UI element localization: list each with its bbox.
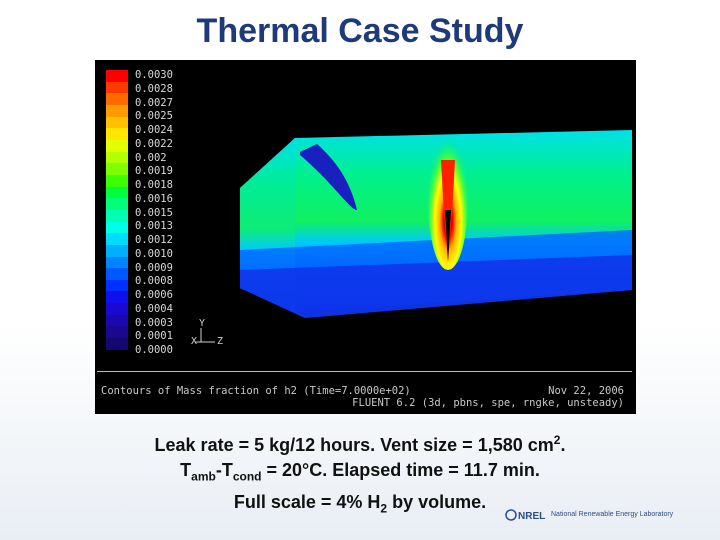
caption-line-2-t1: T: [180, 460, 192, 480]
caption-line-1: Leak rate = 5 kg/12 hours. Vent size = 1…: [0, 428, 720, 458]
nrel-logo-org: National Renewable Energy Laboratory: [551, 511, 674, 518]
colorbar-swatch: [106, 116, 128, 129]
colorbar-tick-label: 0.0015: [135, 206, 173, 219]
colorbar-tick-label: 0.0030: [135, 69, 173, 81]
colorbar-swatch: [106, 303, 128, 315]
nrel-logo-mark: NREL: [505, 509, 545, 522]
colorbar-tick-label: 0.0013: [135, 220, 173, 233]
colorbar-swatch: [106, 70, 128, 82]
axis-x-label: X: [191, 336, 198, 347]
colorbar-swatch: [106, 81, 128, 94]
colorbar-swatch: [106, 104, 128, 117]
figure-footer: Contours of Mass fraction of h2 (Time=7.…: [97, 371, 632, 412]
colorbar-swatch: [106, 128, 128, 140]
colorbar-tick-label: 0.0022: [135, 137, 173, 150]
caption-line-2-end: = 20°C. Elapsed time = 11.7 min.: [261, 460, 540, 480]
slide-title: Thermal Case Study: [196, 12, 524, 50]
colorbar-tick-label: 0.0025: [135, 110, 173, 123]
plume-source: [445, 210, 451, 262]
caption-line-3-sub: 2: [380, 501, 388, 516]
nrel-logo: NREL National Renewable Energy Laborator…: [505, 505, 685, 527]
caption: Leak rate = 5 kg/12 hours. Vent size = 1…: [0, 428, 720, 521]
colorbar-swatch: [106, 221, 128, 234]
caption-line-2-sub2: cond: [232, 469, 262, 484]
axis-triad-lines: [195, 328, 215, 343]
colorbar-swatch: [106, 314, 128, 327]
colorbar-swatch: [106, 233, 128, 245]
caption-line-2: Tamb-Tcond = 20°C. Elapsed time = 11.7 m…: [0, 458, 720, 490]
footer-solver-label: FLUENT 6.2 (3d, pbns, spe, rngke, unstea…: [352, 397, 624, 409]
colorbar-tick-label: 0.002: [135, 151, 167, 164]
colorbar-ticks: 0.0030 0.0028 0.0027 0.0025 0.0024 0.0022 0.00…: [135, 69, 173, 358]
colorbar-tick-label: 0.0003: [135, 316, 173, 329]
colorbar-swatch: [106, 338, 128, 350]
colorbar-swatch: [106, 209, 128, 222]
colorbar-swatch: [106, 279, 128, 292]
axis-z-label: Z: [217, 336, 224, 347]
footer-date: Nov 22, 2006: [548, 385, 624, 397]
axis-y-label: Y: [199, 318, 206, 329]
colorbar-swatch: [106, 244, 128, 257]
caption-line-2-sub1: amb: [191, 469, 216, 484]
colorbar-tick-label: 0.0016: [135, 192, 173, 205]
colorbar-tick-label: 0.0019: [135, 165, 173, 178]
colorbar-tick-label: 0.0024: [135, 124, 173, 136]
colorbar-swatch: [106, 291, 128, 304]
colorbar-swatch: [106, 186, 128, 199]
colorbar-tick-label: 0.0006: [135, 289, 173, 301]
svg-text:NREL: NREL: [518, 511, 545, 522]
colorbar-swatch: [106, 268, 128, 280]
contour-plot: [240, 130, 632, 318]
vent-inflow: [300, 144, 357, 210]
caption-line-1-sup: 2: [553, 433, 561, 447]
cfd-contour-figure: 0.0030 0.0028 0.0027 0.0025 0.0024 0.0022 0.00…: [95, 60, 636, 414]
colorbar-swatch: [106, 198, 128, 210]
caption-line-2-mid: -T: [215, 460, 233, 480]
lower-band: [240, 255, 632, 318]
caption-line-3: Full scale = 4% H2 by volume.: [0, 490, 720, 522]
colorbar-tick-label: 0.0008: [135, 275, 173, 288]
colorbar-tick-label: 0.0028: [135, 82, 173, 95]
caption-line-1-end: .: [560, 435, 566, 455]
caption-line-1-text: Leak rate = 5 kg/12 hours. Vent size = 1…: [154, 435, 554, 455]
colorbar-tick-label: 0.0027: [135, 96, 173, 109]
colorbar-swatch: [106, 139, 128, 152]
colorbar-swatch: [106, 151, 128, 164]
footer-contour-label: Contours of Mass fraction of h2 (Time=7.…: [101, 385, 411, 397]
colorbar-swatch: [106, 174, 128, 187]
colorbar-tick-label: 0.0004: [135, 302, 173, 315]
colorbar-tick-label: 0.0018: [135, 179, 173, 191]
colorbar-tick-label: 0.0000: [135, 344, 173, 356]
colorbar-swatch: [106, 326, 128, 339]
colorbar-swatch: [106, 256, 128, 269]
colorbar-tick-label: 0.0001: [135, 330, 173, 343]
colorbar-swatch: [106, 93, 128, 105]
colorbar-tick-label: 0.0012: [135, 234, 173, 246]
caption-line-3-b: by volume.: [387, 491, 487, 512]
colorbar-tick-label: 0.0010: [135, 247, 173, 260]
colorbar-tick-label: 0.0009: [135, 261, 173, 274]
colorbar-swatch: [106, 163, 128, 175]
colorbar: [106, 70, 128, 350]
caption-line-3-a: Full scale = 4% H: [233, 491, 381, 512]
